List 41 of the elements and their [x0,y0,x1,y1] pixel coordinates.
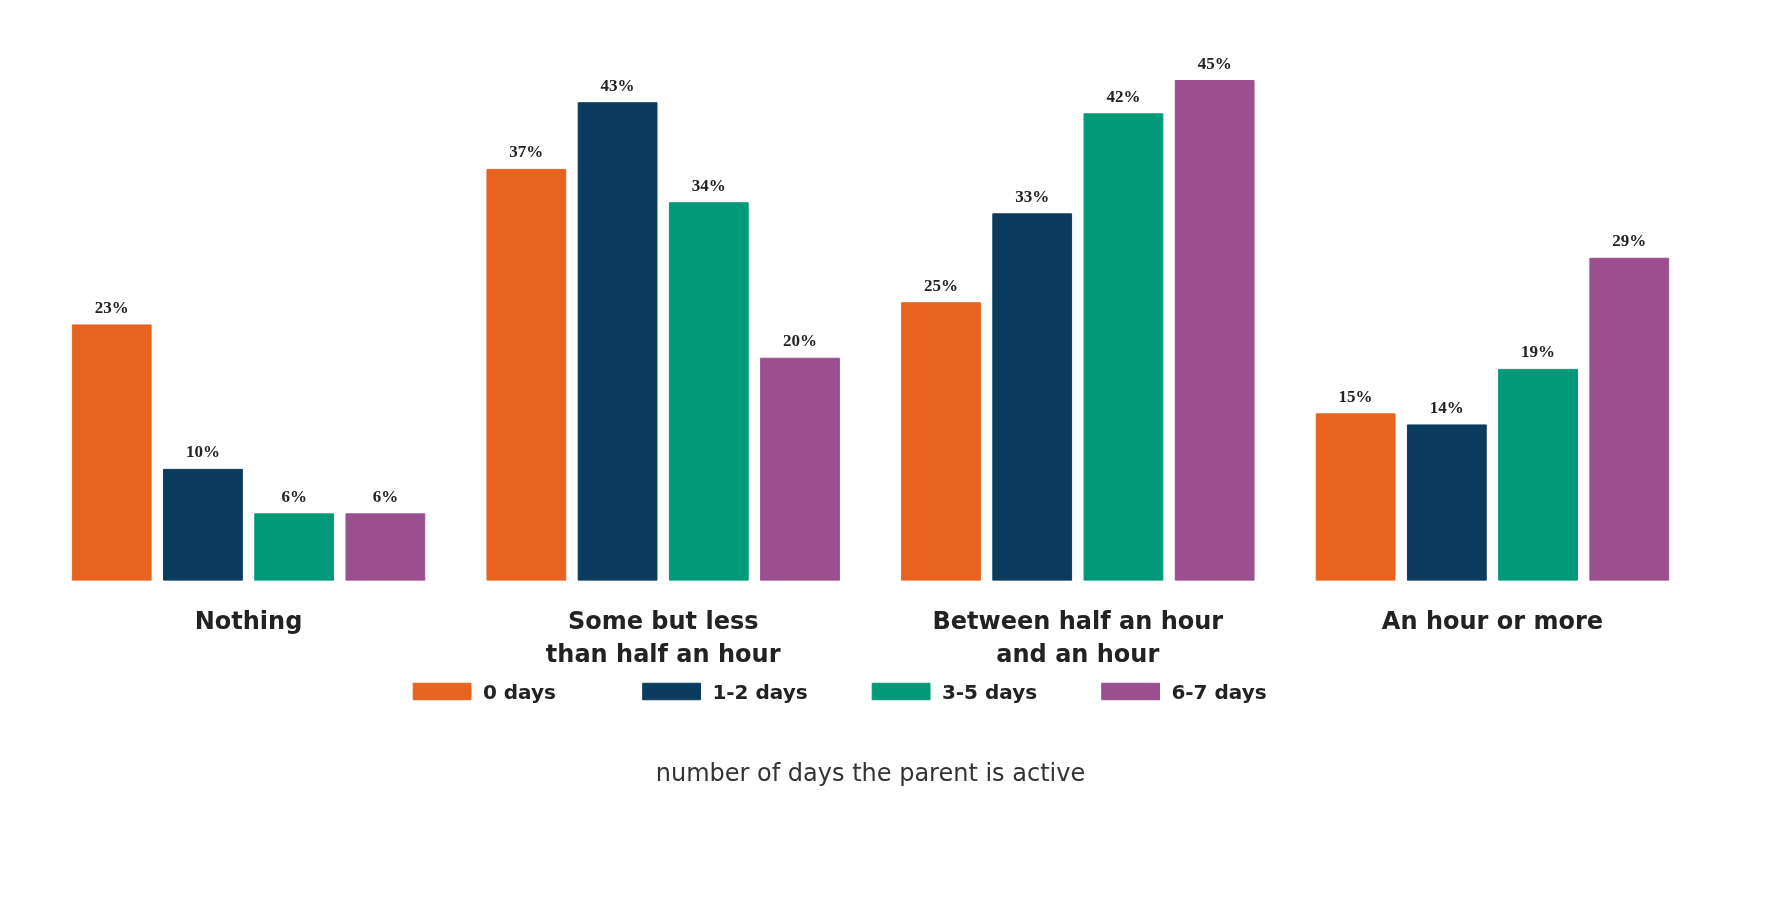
bar [1406,424,1487,581]
bar [1498,368,1578,581]
x-tick-label: Between half an hour and an hour [932,606,1224,669]
bar [1174,80,1255,581]
x-tick-label: Nothing [194,606,303,635]
data-label: 23% [94,297,129,317]
data-label: 43% [600,75,635,95]
bar [1315,413,1396,581]
data-label: 20% [783,331,818,351]
bar [163,468,243,581]
data-label: 45% [1197,53,1232,73]
bar [254,513,335,581]
bar [760,357,840,581]
bar [901,302,981,581]
data-label: 29% [1612,231,1647,251]
x-tick-label: Some but less than half an hour [545,606,781,669]
x-tick-label: An hour or more [1381,606,1604,635]
legend-label: 1-2 days [712,679,808,704]
bar [577,102,658,581]
bar [668,202,749,581]
x-axis-title: number of days the parent is active [655,758,1086,787]
data-label: 15% [1338,386,1373,406]
data-label: 25% [923,275,958,295]
legend-label: 0 days [482,679,556,704]
bar [1083,113,1164,581]
bar [486,168,567,581]
bar [345,513,426,581]
data-label: 10% [185,442,220,462]
legend-label: 6-7 days [1171,679,1267,704]
data-label: 33% [1015,186,1050,206]
data-label: 6% [281,486,307,506]
data-label: 34% [691,175,726,195]
data-label: 19% [1521,342,1556,362]
bar [992,213,1073,581]
data-label: 42% [1106,86,1141,106]
bar [1589,257,1670,581]
data-label: 14% [1429,397,1464,417]
legend-label: 3-5 days [941,679,1038,704]
bar [71,324,152,581]
data-label: 6% [372,486,399,506]
data-label: 37% [509,142,544,162]
